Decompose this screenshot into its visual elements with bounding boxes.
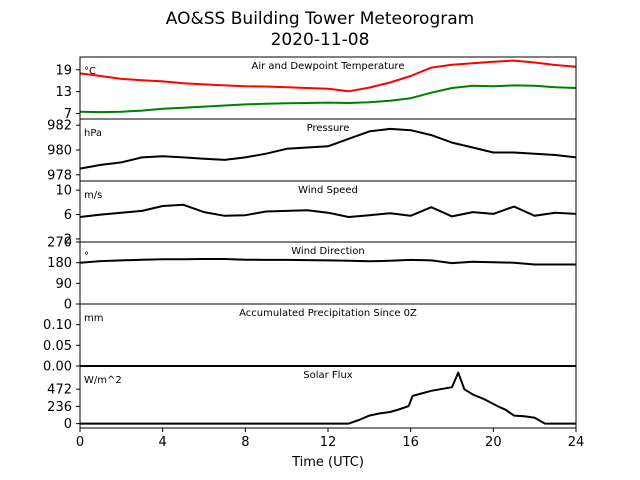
panel-1-ytick-label-2: 982: [47, 119, 72, 134]
panel-1-unit-label: hPa: [84, 128, 102, 139]
x-axis: 0 4 8 12 16 20 24: [76, 428, 584, 450]
panel-0-unit-label: °C: [84, 66, 96, 77]
panel-5-ytick-label-0: 0: [64, 417, 72, 432]
panel-3-unit-label: °: [84, 251, 89, 262]
xtick-label-2: 8: [241, 435, 249, 450]
panel-5-unit-label: W/m^2: [84, 375, 122, 386]
panel-1-ytick-label-1: 980: [47, 144, 72, 159]
panel-3: 0 90 180 270 Wind Direction °: [47, 236, 577, 313]
xtick-label-1: 4: [159, 435, 167, 450]
panel-0-ytick-label-0: 7: [64, 107, 72, 122]
panel-2-unit-label: m/s: [84, 190, 102, 201]
panel-5-label: Solar Flux: [303, 370, 353, 381]
panel-1: 978 980 982 Pressure hPa: [47, 118, 577, 183]
panel-3-label: Wind Direction: [291, 246, 365, 257]
panel-0-ytick-label-1: 13: [55, 85, 72, 100]
panel-4-ytick-label-0: 0.00: [43, 360, 72, 375]
panel-1-ytick-label-0: 978: [47, 168, 72, 183]
panel-2-series-0-line: [79, 203, 577, 218]
panel-5: 0 236 472 Solar Flux W/m^2: [47, 365, 577, 432]
panel-5-ytick-label-2: 472: [47, 383, 72, 398]
panel-2-ytick-label-1: 6: [64, 208, 72, 223]
panel-0: 7 13 19 Air and Dewpoint Temperature °C: [55, 56, 577, 122]
panel-0-ytick-label-2: 19: [55, 63, 72, 78]
panel-2-ytick-label-0: 2: [64, 232, 72, 247]
chart-subtitle: 2020-11-08: [271, 30, 370, 50]
panel-2: 2 6 10 Wind Speed m/s: [55, 180, 577, 247]
xtick-label-6: 24: [568, 435, 585, 450]
panel-0-series-1-line: [79, 84, 577, 114]
panel-4-unit-label: mm: [84, 313, 103, 324]
panel-3-ytick-label-1: 90: [55, 277, 72, 292]
panel-3-ytick-label-2: 180: [47, 256, 72, 271]
panel-5-series-0-line: [80, 371, 576, 425]
panel-3-ytick-label-3: 270: [47, 236, 72, 251]
panel-4: 0.00 0.05 0.10 Accumulated Precipitation Si…: [43, 303, 577, 375]
panel-4-label: Accumulated Precipitation Since 0Z: [239, 308, 417, 319]
panel-5-ytick-label-1: 236: [47, 400, 72, 415]
xtick-label-4: 16: [402, 435, 419, 450]
panel-4-ytick-label-1: 0.05: [43, 339, 72, 354]
x-axis-label: Time (UTC): [291, 455, 364, 470]
chart-title: AO&SS Building Tower Meteorogram: [166, 9, 474, 29]
xtick-label-0: 0: [76, 435, 84, 450]
panel-1-series-0-line: [79, 127, 577, 170]
panel-2-ytick-label-2: 10: [55, 184, 72, 199]
xtick-label-3: 12: [320, 435, 337, 450]
panel-0-label: Air and Dewpoint Temperature: [252, 61, 405, 72]
xtick-label-5: 20: [485, 435, 502, 450]
panel-2-label: Wind Speed: [298, 185, 358, 196]
panels-group: 7 13 19 Air and Dewpoint Temperature °C 978 98…: [43, 56, 577, 432]
panel-3-ytick-label-0: 0: [64, 298, 72, 313]
panel-1-label: Pressure: [307, 123, 350, 134]
panel-0-series-0-line: [79, 59, 577, 93]
panel-3-series-0-line: [79, 258, 576, 266]
panel-4-ytick-label-2: 0.10: [43, 318, 72, 333]
